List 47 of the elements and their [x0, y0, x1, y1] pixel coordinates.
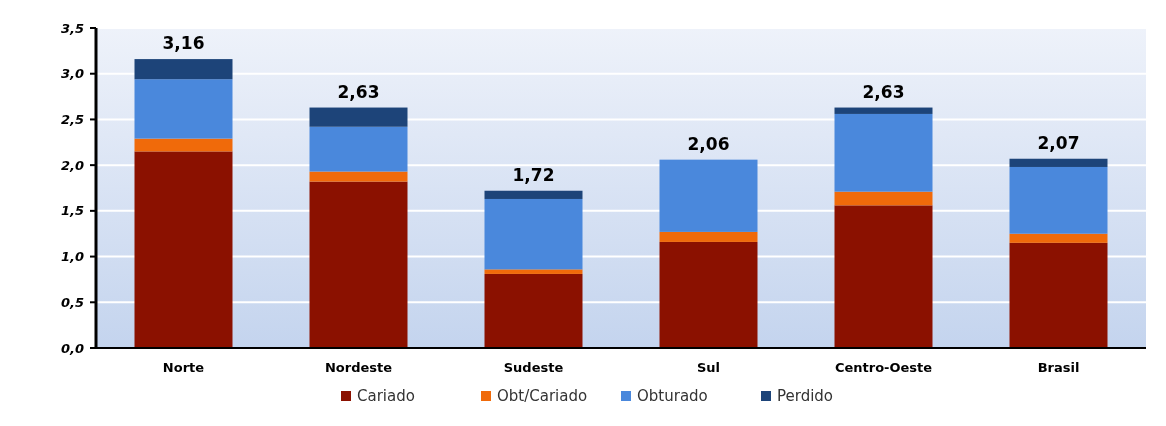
bar [1009, 242, 1108, 348]
bar [834, 191, 933, 206]
bar [834, 107, 933, 114]
bar [309, 126, 408, 172]
bar [309, 171, 408, 182]
x-tick-label: Brasil [1037, 360, 1080, 375]
y-tick-label: 1,0 [60, 249, 84, 265]
legend-label: Perdido [777, 387, 834, 406]
bar [484, 190, 583, 199]
bar [134, 59, 233, 80]
bar [834, 113, 933, 192]
bar [659, 241, 758, 348]
bar [484, 273, 583, 348]
y-tick-label: 0,5 [60, 294, 84, 310]
y-tick-label: 1,5 [60, 203, 84, 219]
total-label: 1,72 [512, 164, 555, 185]
total-label: 2,63 [337, 81, 380, 102]
bar [484, 198, 583, 270]
legend-label: Obturado [637, 387, 708, 406]
y-tick-label: 2,0 [60, 157, 84, 173]
legend-label: Cariado [357, 387, 415, 406]
y-tick-label: 0,0 [60, 340, 84, 356]
y-tick-label: 2,5 [60, 111, 84, 127]
bar [134, 138, 233, 152]
total-label: 3,16 [162, 33, 205, 54]
bar [309, 181, 408, 348]
x-tick-label: Norte [162, 360, 205, 375]
bar [134, 79, 233, 139]
bar [309, 107, 408, 127]
bar [659, 159, 758, 232]
x-tick-label: Centro-Oeste [834, 360, 933, 375]
y-tick-label: 3,0 [60, 66, 84, 82]
total-label: 2,63 [862, 81, 905, 102]
total-label: 2,07 [1037, 132, 1080, 153]
x-tick-label: Sudeste [503, 360, 564, 375]
total-label: 2,06 [687, 133, 730, 154]
x-tick-label: Sul [696, 360, 721, 375]
bar [1009, 158, 1108, 167]
bar [659, 231, 758, 242]
bar [1009, 166, 1108, 234]
bar [1009, 233, 1108, 243]
bar [134, 151, 233, 348]
bar [834, 205, 933, 348]
x-tick-label: Nordeste [324, 360, 393, 375]
bar [484, 269, 583, 274]
legend-label: Obt/Cariado [497, 387, 588, 406]
y-tick-label: 3,5 [60, 20, 84, 36]
